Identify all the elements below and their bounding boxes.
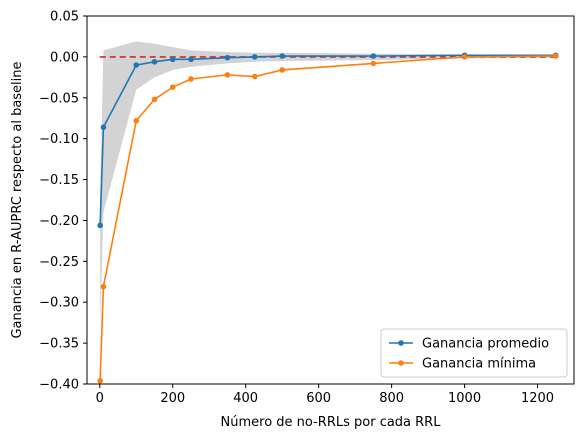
y-tick-label: 0.00 — [50, 50, 79, 65]
y-tick-label: −0.20 — [39, 214, 79, 229]
series-1-point — [100, 124, 107, 131]
series-2-point — [169, 84, 176, 90]
legend-label: Ganancia mínima — [422, 357, 536, 372]
y-tick-label: −0.25 — [39, 255, 79, 270]
variance-band — [100, 41, 556, 327]
y-tick-label: −0.10 — [39, 132, 79, 147]
series-2-point — [151, 96, 158, 103]
series-1-point — [252, 54, 258, 60]
x-tick-label: 1000 — [448, 391, 481, 406]
series-2-point — [252, 73, 258, 80]
y-tick-label: −0.15 — [39, 173, 79, 188]
y-tick-label: −0.05 — [39, 91, 79, 106]
series-1-point — [133, 62, 140, 68]
series-1-point — [370, 53, 377, 59]
legend-swatch-marker — [398, 360, 404, 366]
series-1-point — [169, 56, 176, 63]
series-2-point — [133, 117, 140, 124]
series-1-line — [99, 54, 556, 226]
x-axis-label: Número de no-RRLs por cada RRL — [221, 415, 442, 430]
series-1-point — [97, 222, 103, 229]
series-2-point — [188, 76, 194, 82]
legend-label: Ganancia promedio — [422, 337, 549, 352]
y-axis-label: Ganancia en R-AUPRC respecto al baseline — [10, 61, 25, 338]
series-1-point — [224, 54, 231, 61]
x-tick-label: 1200 — [521, 391, 554, 406]
series-2-line — [99, 55, 556, 381]
legend-box — [380, 328, 568, 378]
series-2-point — [279, 67, 285, 73]
x-tick-label: 400 — [233, 391, 258, 406]
x-tick-label: 600 — [306, 391, 331, 406]
y-tick-label: 0.05 — [50, 10, 79, 25]
x-tick-label: 200 — [160, 391, 185, 406]
series-2-point — [461, 54, 468, 60]
x-tick-label: 0 — [96, 391, 104, 406]
legend-swatch-marker — [398, 340, 404, 346]
x-tick-label: 800 — [379, 391, 404, 406]
series-1-point — [151, 58, 158, 65]
plot-frame — [86, 15, 575, 385]
y-tick-label: −0.35 — [39, 337, 79, 352]
series-2-point — [100, 283, 107, 290]
series-2-point — [224, 72, 231, 78]
series-1-point — [188, 56, 194, 63]
series-2-point — [370, 60, 377, 67]
series-1-point — [279, 53, 285, 59]
legend: Ganancia promedio Ganancia mínima — [380, 328, 568, 378]
y-tick-label: −0.30 — [39, 296, 79, 311]
series-2-point — [552, 53, 559, 59]
series-2-point — [97, 377, 103, 384]
y-tick-label: −0.40 — [39, 378, 79, 393]
